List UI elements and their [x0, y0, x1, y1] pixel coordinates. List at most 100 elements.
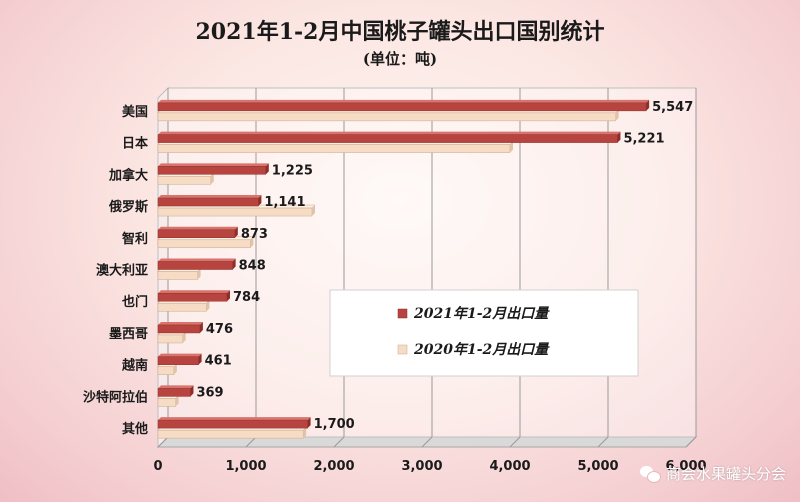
- bar-2020-end: [303, 427, 307, 439]
- bar-2021: [157, 292, 228, 302]
- data-label: 476: [206, 322, 233, 337]
- bar-2020-end: [250, 236, 254, 248]
- category-label: 沙特阿拉伯: [83, 389, 148, 405]
- category-label: 美国: [122, 104, 148, 120]
- legend-label-2020: 2020年1-2月出口量: [413, 341, 550, 358]
- bar-2021: [157, 388, 191, 397]
- bar-2021: [157, 134, 618, 143]
- bar-2020: [157, 302, 207, 312]
- legend-box: [329, 289, 639, 377]
- watermark: 商会水果罐头分会: [639, 463, 786, 484]
- bar-2020-end: [510, 141, 513, 153]
- bar-2020-end: [182, 331, 186, 343]
- category-label: 加拿大: [108, 167, 148, 183]
- data-label: 784: [233, 290, 260, 305]
- x-tick-label: 3,000: [401, 459, 442, 474]
- bar-2021-top: [158, 417, 311, 421]
- legend-swatch-2020: [397, 344, 408, 355]
- bar-2021-end: [265, 163, 269, 175]
- bar-2021: [157, 356, 199, 365]
- bar-2021-top: [158, 226, 238, 230]
- bar-2021: [157, 229, 236, 239]
- x-tick-label: 4,000: [489, 459, 530, 474]
- bar-2020: [157, 144, 511, 153]
- category-label: 也门: [122, 294, 148, 310]
- bar-2020: [157, 398, 176, 407]
- bar-2021: [157, 324, 201, 334]
- bar-2020: [157, 334, 183, 344]
- category-label: 日本: [122, 136, 148, 152]
- bar-2021-end: [234, 226, 238, 238]
- bar-2021-end: [190, 385, 194, 397]
- bar-2021-end: [646, 99, 650, 111]
- chart-title: 2021年1-2月中国桃子罐头出口国别统计: [195, 19, 605, 45]
- watermark-text: 商会水果罐头分会: [665, 465, 786, 483]
- bar-2020: [157, 429, 304, 439]
- bar-2021-end: [198, 353, 202, 365]
- data-label: 461: [205, 354, 232, 369]
- bar-2020-end: [615, 109, 619, 121]
- category-label: 俄罗斯: [108, 199, 148, 215]
- bar-2021-top: [158, 385, 194, 389]
- bar-2021-top: [158, 321, 203, 325]
- floor-gridline: [333, 436, 345, 448]
- bar-2020: [157, 112, 616, 122]
- bar-2021: [157, 166, 267, 175]
- bar-2020-end: [312, 205, 315, 217]
- bar-2020-end: [210, 173, 214, 185]
- bar-2020-end: [173, 363, 177, 375]
- bar-2020-end: [175, 395, 179, 407]
- bar-2020: [157, 239, 251, 249]
- bar-2021-end: [232, 258, 236, 270]
- bar-2020: [157, 366, 175, 375]
- data-label: 1,141: [264, 195, 305, 210]
- floor-gridline: [157, 436, 169, 448]
- x-tick-label: 1,000: [225, 459, 266, 474]
- data-label: 1,700: [314, 417, 355, 432]
- x-tick-label: 2,000: [313, 459, 354, 474]
- bar-2021-top: [158, 99, 650, 103]
- chart-subtitle: (单位：吨): [362, 50, 438, 68]
- category-label: 澳大利亚: [96, 263, 148, 279]
- floor-gridline: [685, 436, 697, 448]
- bar-2021: [157, 261, 233, 270]
- bar-2021-top: [158, 258, 236, 262]
- bar-2021: [157, 197, 259, 207]
- x-tick-label: 6,000: [665, 459, 706, 474]
- bar-2021-end: [199, 321, 203, 333]
- bar-2021-top: [158, 131, 621, 135]
- floor-gridline: [597, 436, 609, 448]
- wechat-icon: [639, 465, 661, 483]
- data-label: 873: [241, 227, 268, 242]
- data-label: 5,221: [623, 132, 664, 147]
- category-label: 越南: [121, 358, 148, 374]
- bar-2021-end: [307, 417, 311, 429]
- bar-2020: [157, 271, 198, 280]
- data-label: 1,225: [272, 163, 313, 178]
- legend-swatch-2021: [397, 308, 408, 319]
- bar-2021-end: [258, 195, 262, 207]
- bar-2020: [157, 176, 212, 185]
- x-tick-label: 5,000: [577, 459, 618, 474]
- bar-2021-top: [158, 290, 230, 294]
- x-tick-label: 0: [153, 459, 162, 474]
- floor-gridline: [421, 436, 433, 448]
- floor-gridline: [245, 436, 257, 448]
- floor-gridline: [509, 436, 521, 448]
- data-label: 5,547: [652, 100, 693, 115]
- bar-2020-end: [206, 300, 210, 312]
- bar-2021-end: [617, 131, 621, 143]
- data-label: 848: [239, 259, 266, 274]
- bar-2020-end: [197, 268, 201, 280]
- category-label: 智利: [122, 231, 148, 247]
- category-label: 其他: [122, 421, 148, 437]
- category-label: 墨西哥: [109, 326, 148, 342]
- bar-2021-top: [158, 353, 202, 357]
- bar-2021-top: [158, 163, 269, 167]
- bar-2021: [157, 419, 308, 429]
- bar-2021: [157, 102, 647, 112]
- legend-label-2021: 2021年1-2月出口量: [413, 305, 550, 322]
- bar-2021-end: [226, 290, 230, 302]
- bar-2021-top: [158, 195, 262, 199]
